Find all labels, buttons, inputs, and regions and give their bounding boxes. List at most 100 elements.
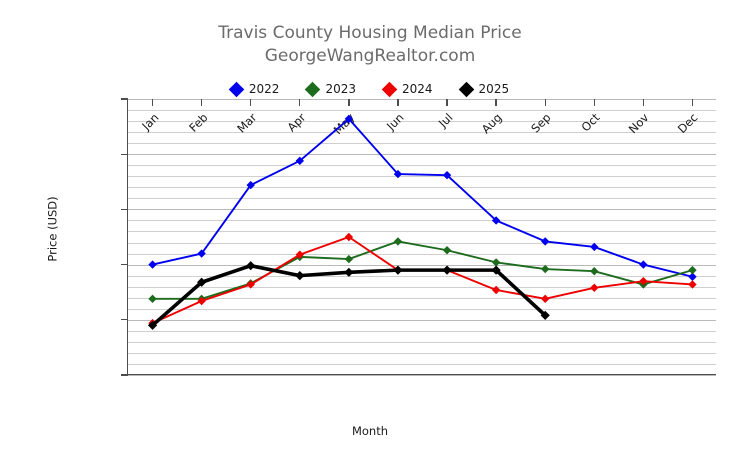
y-axis-tick-mark — [121, 153, 128, 155]
data-point-2025-Aug — [491, 265, 501, 275]
gridline-minor — [128, 253, 716, 255]
x-axis-tick-mark — [642, 99, 645, 106]
gridline-minor — [128, 165, 716, 167]
gridline-minor — [128, 330, 716, 332]
y-axis-title: Price (USD) — [45, 196, 60, 262]
gridline-minor — [128, 308, 716, 310]
gridline-major — [128, 99, 716, 100]
data-point-2024-Dec — [688, 280, 697, 289]
legend-label: 2023 — [325, 82, 356, 96]
chart-title-block: Travis County Housing Median Price Georg… — [0, 22, 740, 68]
y-axis-tick-mark — [121, 263, 128, 266]
x-axis-tick-mark — [495, 99, 497, 106]
legend-item-2025[interactable]: 2025 — [458, 81, 510, 97]
data-point-2025-May — [344, 267, 354, 277]
gridline-minor — [128, 231, 716, 233]
legend-label: 2022 — [248, 82, 280, 96]
gridline-minor — [128, 297, 716, 299]
gridline-major — [128, 375, 716, 376]
data-point-2023-Oct — [590, 267, 599, 276]
x-axis-tick-mark — [200, 99, 203, 106]
series-2025 — [147, 261, 550, 330]
data-point-2025-Feb — [197, 277, 207, 287]
x-axis-tick-mark — [299, 99, 301, 106]
data-point-2022-Jun — [393, 169, 403, 179]
x-axis-tick-mark — [348, 99, 350, 106]
data-point-2023-Jun — [393, 237, 403, 246]
data-point-2023-Sep — [541, 264, 550, 274]
x-axis-tick-mark — [151, 99, 154, 106]
series-line-2022 — [151, 117, 694, 278]
data-point-2024-Apr — [295, 250, 304, 259]
data-point-2022-Dec — [688, 272, 697, 281]
gridline-minor — [128, 341, 716, 343]
data-point-2024-Mar — [246, 280, 255, 289]
data-point-2025-Apr — [295, 271, 305, 281]
data-point-2024-Aug — [491, 285, 501, 295]
data-point-2024-Feb — [197, 296, 206, 306]
legend-item-2024[interactable]: 2024 — [381, 81, 433, 97]
gridline-minor — [128, 198, 716, 200]
data-point-2025-Jul — [442, 265, 452, 275]
legend-label: 2025 — [478, 82, 510, 96]
data-point-2022-Nov — [639, 260, 648, 269]
series-layer — [147, 114, 697, 330]
data-point-2022-May — [344, 114, 354, 124]
gridline-minor — [128, 286, 716, 288]
gridline-minor — [128, 363, 716, 365]
legend-label: 2024 — [402, 82, 433, 96]
data-point-2022-Apr — [295, 156, 304, 166]
legend-item-2022[interactable]: 2022 — [228, 81, 280, 97]
x-axis-title: Month — [351, 424, 389, 438]
data-point-2024-Oct — [590, 283, 599, 292]
gridline-major — [128, 264, 716, 266]
legend-item-2023[interactable]: 2023 — [305, 81, 356, 97]
gridline-minor — [128, 121, 716, 123]
series-2022 — [148, 114, 697, 281]
chart-legend: 2022 2023 2024 2025 — [0, 81, 740, 97]
data-point-2025-Mar — [246, 261, 256, 271]
data-point-2022-Oct — [590, 242, 599, 252]
data-point-2023-May — [344, 254, 354, 264]
gridline-minor — [128, 275, 716, 277]
gridline-minor — [128, 187, 716, 189]
data-point-2022-Feb — [197, 249, 206, 258]
data-point-2025-Sep — [540, 310, 550, 320]
series-2024 — [148, 232, 697, 328]
data-point-2024-May — [344, 232, 354, 242]
data-point-2022-Sep — [541, 237, 550, 246]
data-point-2022-Jan — [148, 260, 157, 269]
data-point-2025-Jun — [393, 265, 403, 275]
gridline-minor — [128, 143, 716, 145]
data-point-2023-Jan — [148, 294, 157, 304]
gridline-minor — [128, 242, 716, 244]
y-axis-tick-mark — [121, 208, 128, 211]
gridline-minor — [128, 110, 716, 112]
series-line-2023 — [151, 240, 694, 300]
gridline-minor — [128, 352, 716, 354]
page-title: Travis County Housing Median Price — [218, 23, 522, 43]
data-point-2022-Mar — [246, 180, 255, 190]
y-axis-tick-mark — [121, 319, 128, 321]
x-axis-tick-mark — [446, 99, 448, 106]
gridline-major — [128, 319, 716, 321]
legend-diamond-icon-2025 — [458, 81, 474, 97]
legend-diamond-icon-2023 — [305, 81, 321, 97]
data-point-2022-Jul — [442, 170, 452, 180]
data-point-2023-Dec — [688, 265, 697, 275]
x-axis-tick-mark — [593, 99, 595, 106]
x-axis-tick-mark — [397, 99, 399, 106]
data-point-2025-Jan — [147, 320, 158, 330]
y-axis-tick-mark — [121, 98, 128, 100]
data-point-2022-Aug — [491, 216, 501, 225]
data-point-2023-Jul — [442, 246, 452, 255]
gridline-minor — [128, 220, 716, 222]
x-axis-tick-mark — [691, 99, 694, 106]
legend-diamond-icon-2024 — [381, 81, 398, 97]
data-point-2024-Sep — [541, 294, 550, 304]
x-axis-tick-mark — [250, 99, 252, 106]
gridline-minor — [128, 176, 716, 178]
legend-diamond-icon-2022 — [228, 81, 245, 97]
y-axis-tick-mark — [121, 374, 128, 376]
